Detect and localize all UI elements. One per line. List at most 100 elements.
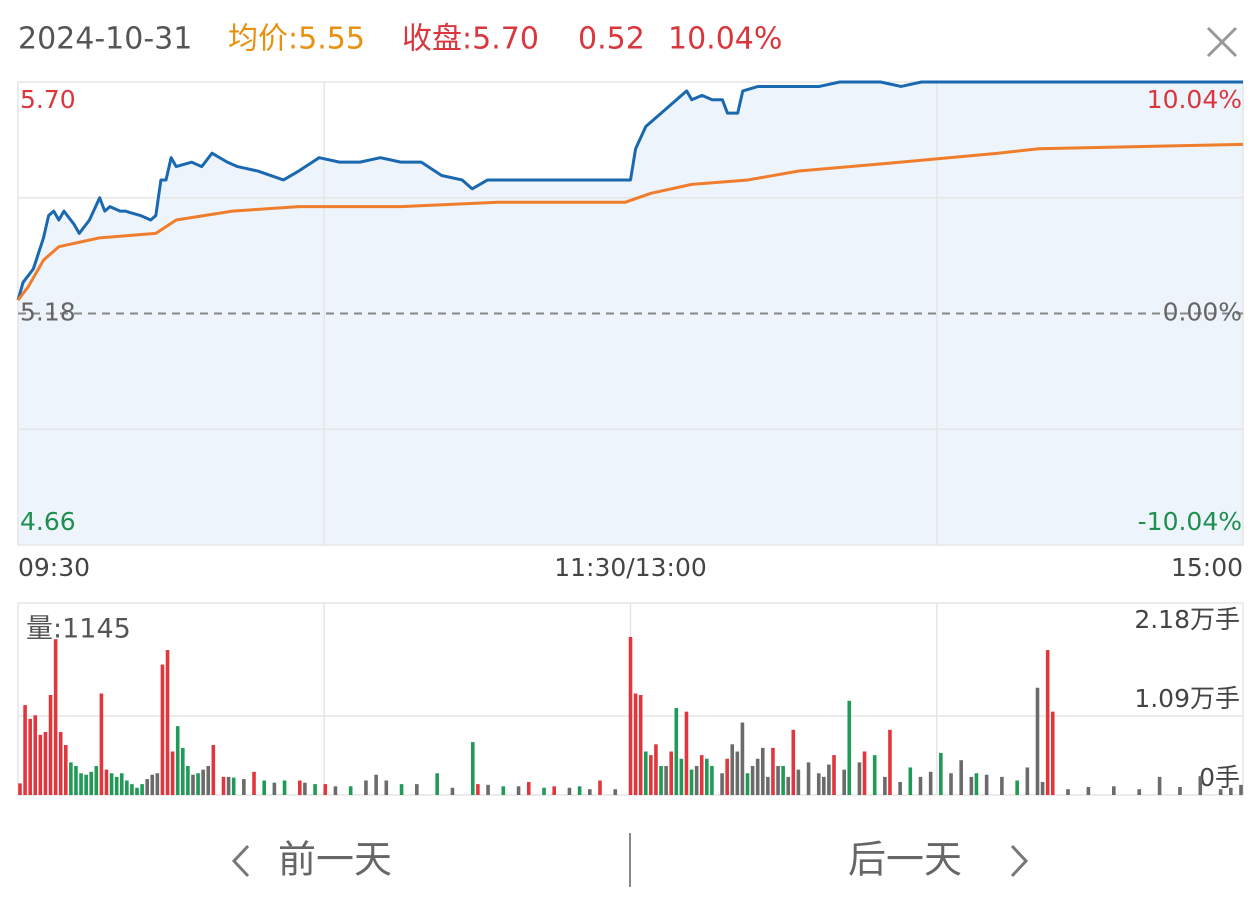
next-icon[interactable] (1010, 844, 1029, 878)
x-tick-label: 09:30 (18, 553, 90, 582)
volume-bar (705, 758, 709, 795)
volume-bar (796, 769, 801, 795)
close-button[interactable] (1206, 26, 1238, 58)
volume-bar (659, 766, 663, 795)
prev-button[interactable]: 前一天 (231, 838, 392, 882)
volume-bar (699, 755, 704, 795)
prev-icon[interactable] (231, 844, 250, 878)
volume-bar (643, 751, 648, 795)
volume-bar (1229, 787, 1233, 795)
volume-bar (89, 771, 94, 795)
volume-bar (1239, 784, 1243, 795)
volume-bar (628, 637, 633, 795)
volume-bar (806, 762, 811, 795)
volume-bar (196, 773, 200, 795)
volume-bar (613, 789, 618, 795)
volume-bar (847, 700, 852, 795)
volume-bar (348, 786, 353, 795)
volume-bar (649, 755, 653, 795)
volume-bar (684, 711, 689, 795)
y-tick-label: 1.09万手 (1134, 684, 1240, 713)
volume-bar (598, 780, 602, 795)
volume-bar (191, 774, 195, 795)
volume-bar (827, 764, 831, 795)
avg-price: 均价:5.55 (228, 22, 365, 57)
volume-bar (23, 705, 27, 795)
volume-bar (745, 773, 750, 795)
volume-bar (974, 773, 979, 795)
volume-bar (165, 650, 170, 795)
volume-bar (114, 776, 119, 795)
volume-bar (781, 766, 785, 795)
volume-bar (760, 747, 765, 795)
volume-bar (364, 780, 368, 795)
next-label[interactable]: 后一天 (848, 838, 962, 882)
volume-bar (175, 726, 180, 795)
volume-bar (689, 769, 694, 795)
volume-bar (18, 783, 22, 795)
volume-bar (755, 758, 760, 795)
volume-bar (272, 782, 277, 795)
volume-bar (313, 784, 317, 795)
volume-bar (155, 773, 160, 795)
volume-bar (1086, 787, 1091, 795)
volume-bar (130, 784, 134, 795)
y2-tick-label: 0.00% (1163, 298, 1242, 327)
volume-bar (857, 762, 862, 795)
volume-bar (69, 762, 73, 795)
y-tick-label: 5.70 (20, 85, 76, 114)
volume-bar (1198, 776, 1203, 795)
volume-bar (79, 773, 83, 795)
close-icon[interactable] (1206, 26, 1238, 58)
volume-bar (984, 774, 989, 795)
volume-bar (725, 758, 729, 795)
volume-bar (150, 774, 155, 795)
volume-bar (918, 776, 923, 795)
volume-bar (58, 731, 63, 795)
volume-bar (282, 780, 287, 795)
volume-bar (415, 784, 419, 795)
volume-bar (526, 781, 531, 795)
volume-bar (99, 693, 104, 795)
volume-bar (542, 787, 546, 795)
volume-bar (766, 776, 770, 795)
volume-bar (740, 722, 745, 795)
volume-bar (476, 784, 480, 795)
volume-bar (252, 771, 256, 795)
x-tick-label: 11:30/13:00 (554, 553, 707, 582)
volume-bar (959, 760, 963, 795)
volume-bar (567, 787, 572, 795)
next-button[interactable]: 后一天 (848, 838, 1029, 882)
volume-bar (822, 776, 826, 795)
volume-bar (939, 752, 943, 795)
volume-bar (1137, 789, 1142, 795)
volume-bar (470, 742, 475, 795)
volume-bar (1000, 776, 1004, 795)
volume-bar (119, 773, 124, 795)
volume-bar (1025, 767, 1030, 795)
volume-bar (654, 744, 658, 795)
volume-bar (720, 773, 724, 795)
charts: 5.70 5.18 4.66 10.04% 0.00% -10.04% 09:30 11:30… (16, 80, 1244, 796)
date: 2024-10-31 (18, 22, 192, 57)
x-tick-label: 15:00 (1171, 553, 1243, 582)
volume-bar (242, 779, 246, 795)
y2-tick-label: 10.04% (1147, 85, 1242, 114)
volume-bar (735, 751, 740, 795)
prev-label[interactable]: 前一天 (278, 838, 392, 882)
volume-bar (816, 773, 821, 795)
volume-bar (710, 766, 714, 795)
volume-bar (888, 729, 892, 795)
volume-bar (262, 780, 266, 795)
volume-bar (201, 769, 205, 795)
volume-bar (842, 769, 846, 795)
volume-bar (1045, 650, 1050, 795)
volume-bar (928, 771, 933, 795)
volume-bar (898, 781, 902, 795)
volume-bar (140, 784, 144, 795)
volume-bar (63, 744, 68, 795)
volume-bar (791, 729, 796, 795)
volume-bar (486, 784, 490, 795)
volume-bar (862, 751, 867, 795)
